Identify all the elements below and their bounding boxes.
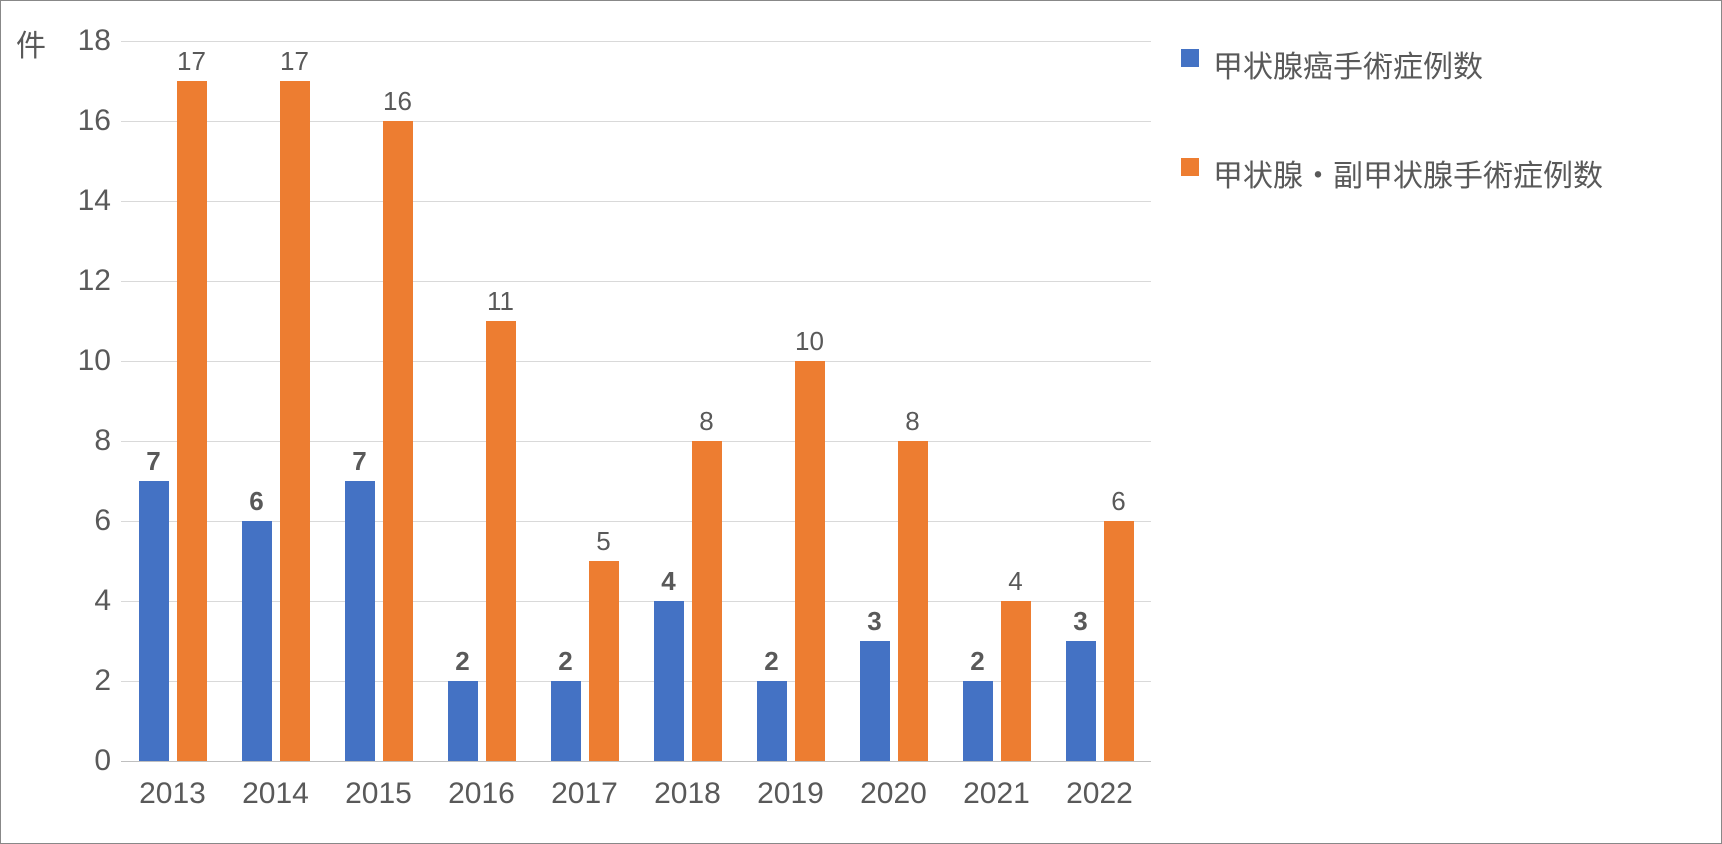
- y-axis-tick: 16: [51, 104, 111, 138]
- bar: [1001, 601, 1031, 761]
- y-axis-tick: 8: [51, 424, 111, 458]
- data-label: 17: [280, 46, 309, 77]
- legend-label: 甲状腺癌手術症例数: [1213, 41, 1483, 95]
- data-label: 6: [249, 486, 263, 517]
- legend-item: 甲状腺・副甲状腺手術症例数: [1181, 150, 1701, 204]
- bar: [757, 681, 787, 761]
- x-axis-tick: 2015: [345, 777, 412, 811]
- chart-container: 件 0 2 4 6 8 10 12 14 16 18 2013 7 17 2014 6 17 2015 7 16 20…: [0, 0, 1722, 844]
- data-label: 6: [1111, 486, 1125, 517]
- bar: [963, 681, 993, 761]
- data-label: 16: [383, 86, 412, 117]
- y-axis-tick: 0: [51, 744, 111, 778]
- x-axis-tick: 2014: [242, 777, 309, 811]
- gridline: [121, 361, 1151, 362]
- data-label: 10: [795, 326, 824, 357]
- bar: [654, 601, 684, 761]
- gridline: [121, 441, 1151, 442]
- bar: [860, 641, 890, 761]
- bar: [486, 321, 516, 761]
- x-axis-tick: 2016: [448, 777, 515, 811]
- bar: [448, 681, 478, 761]
- data-label: 11: [487, 286, 514, 317]
- data-label: 5: [596, 526, 610, 557]
- legend-item: 甲状腺癌手術症例数: [1181, 41, 1701, 95]
- legend-swatch: [1181, 158, 1199, 176]
- gridline: [121, 681, 1151, 682]
- bar: [280, 81, 310, 761]
- x-axis-tick: 2020: [860, 777, 927, 811]
- x-axis-tick: 2017: [551, 777, 618, 811]
- data-label: 2: [764, 646, 778, 677]
- legend-label: 甲状腺・副甲状腺手術症例数: [1213, 150, 1603, 204]
- gridline: [121, 761, 1151, 762]
- gridline: [121, 521, 1151, 522]
- bar: [589, 561, 619, 761]
- data-label: 4: [661, 566, 675, 597]
- data-label: 7: [146, 446, 160, 477]
- data-label: 3: [867, 606, 881, 637]
- y-axis-tick: 6: [51, 504, 111, 538]
- legend: 甲状腺癌手術症例数甲状腺・副甲状腺手術症例数: [1181, 41, 1701, 259]
- gridline: [121, 281, 1151, 282]
- y-unit-label: 件: [16, 21, 46, 65]
- y-axis-tick: 12: [51, 264, 111, 298]
- plot-area: 0246810121416182013717201461720157162016…: [121, 41, 1151, 761]
- bar: [177, 81, 207, 761]
- gridline: [121, 41, 1151, 42]
- x-axis-tick: 2021: [963, 777, 1030, 811]
- data-label: 2: [970, 646, 984, 677]
- bar: [345, 481, 375, 761]
- data-label: 2: [455, 646, 469, 677]
- x-axis-tick: 2022: [1066, 777, 1133, 811]
- x-axis-tick: 2018: [654, 777, 721, 811]
- y-axis-tick: 18: [51, 24, 111, 58]
- y-axis-tick: 2: [51, 664, 111, 698]
- gridline: [121, 601, 1151, 602]
- y-axis-tick: 14: [51, 184, 111, 218]
- y-axis-tick: 10: [51, 344, 111, 378]
- data-label: 8: [905, 406, 919, 437]
- x-axis-tick: 2013: [139, 777, 206, 811]
- data-label: 17: [177, 46, 206, 77]
- bar: [1066, 641, 1096, 761]
- bar: [795, 361, 825, 761]
- data-label: 4: [1008, 566, 1022, 597]
- data-label: 3: [1073, 606, 1087, 637]
- bar: [242, 521, 272, 761]
- legend-swatch: [1181, 49, 1199, 67]
- bar: [1104, 521, 1134, 761]
- gridline: [121, 121, 1151, 122]
- bar: [139, 481, 169, 761]
- bar: [551, 681, 581, 761]
- gridline: [121, 201, 1151, 202]
- bar: [898, 441, 928, 761]
- bar: [383, 121, 413, 761]
- x-axis-tick: 2019: [757, 777, 824, 811]
- bar: [692, 441, 722, 761]
- data-label: 8: [699, 406, 713, 437]
- data-label: 7: [352, 446, 366, 477]
- y-axis-tick: 4: [51, 584, 111, 618]
- data-label: 2: [558, 646, 572, 677]
